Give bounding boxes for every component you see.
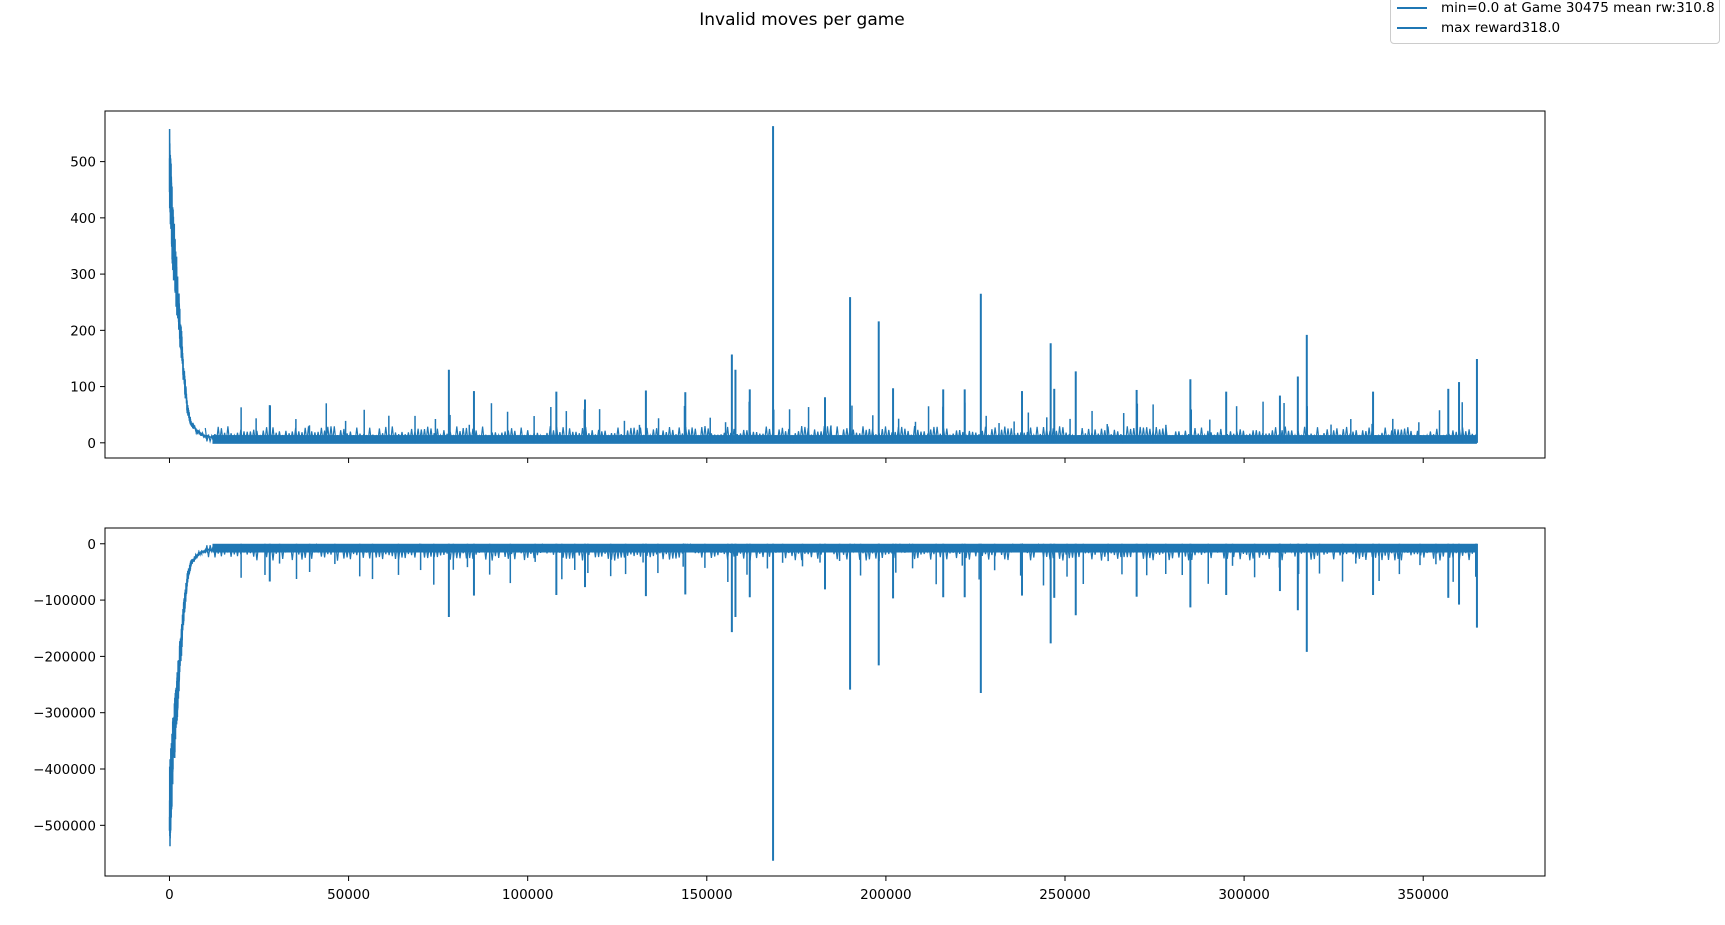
decay-segment: [168, 547, 241, 847]
axes-frame: [104, 110, 1546, 459]
top-subplot: 0 100 200 300 400 500: [70, 110, 1546, 463]
y-tick-label: 300: [70, 267, 96, 283]
decay-segment: [168, 128, 241, 440]
data-series: [168, 126, 1478, 444]
x-tick-label: 350000: [1397, 887, 1449, 903]
x-tick-label: 0: [165, 887, 174, 903]
legend-label: min=0.0 at Game 30475 mean rw:310.8: [1441, 0, 1715, 16]
x-tick-label: 100000: [502, 887, 554, 903]
noise-trace: [204, 425, 1478, 444]
x-tick-label: 150000: [681, 887, 733, 903]
legend-swatch: [1397, 27, 1427, 29]
y-tick-label: −300000: [33, 706, 96, 722]
legend: min=0.0 at Game 30475 mean rw:310.8 max …: [1390, 0, 1720, 44]
chart-title: Invalid moves per game: [699, 10, 905, 30]
legend-label: max reward318.0: [1441, 20, 1561, 36]
y-tick-label: 200: [70, 323, 96, 339]
legend-swatch: [1397, 7, 1427, 9]
noise-trace: [204, 542, 1478, 561]
y-tick-label: 100: [70, 380, 96, 396]
y-tick-label: −100000: [33, 593, 96, 609]
y-tick-label: 0: [87, 537, 96, 553]
bottom-subplot: 0 −100000 −200000 −300000 −400000 −500000 0 500…: [33, 527, 1546, 903]
y-tick-label: −200000: [33, 649, 96, 665]
y-tick-label: 500: [70, 155, 96, 171]
x-tick-label: 300000: [1218, 887, 1270, 903]
y-tick-label: 400: [70, 211, 96, 227]
x-tick-label: 200000: [860, 887, 912, 903]
x-tick-label: 50000: [327, 887, 370, 903]
y-tick-label: 0: [87, 436, 96, 452]
y-tick-label: −500000: [33, 818, 96, 834]
x-tick-label: 250000: [1039, 887, 1091, 903]
axes-frame: [104, 527, 1546, 877]
y-tick-label: −400000: [33, 762, 96, 778]
data-series: [168, 542, 1478, 861]
